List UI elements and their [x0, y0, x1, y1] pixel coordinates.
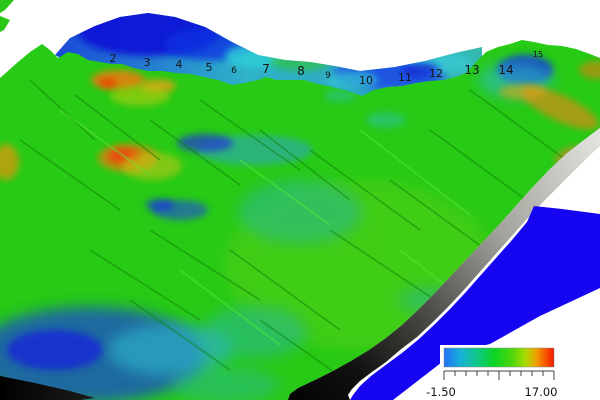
- legend-max-label: 17.00: [525, 385, 558, 399]
- station-label-9: 9: [325, 71, 331, 81]
- station-label-12: 12: [429, 67, 443, 80]
- station-label-14: 14: [498, 63, 513, 77]
- station-label-5: 5: [206, 61, 213, 74]
- station-label-15: 15: [533, 50, 543, 59]
- legend: -1.50 17.00: [426, 345, 600, 400]
- station-label-11: 11: [398, 71, 412, 84]
- station-label-7: 7: [262, 62, 270, 76]
- station-label-8: 8: [297, 64, 305, 78]
- legend-colorbar: [444, 348, 554, 367]
- station-label-4: 4: [176, 58, 183, 71]
- terrain-3d-view: 2 3 4 5 6 7 8 9 10 11 12 13 14 15 -1.50 17.00: [0, 0, 600, 400]
- station-label-10: 10: [359, 74, 373, 87]
- station-label-2: 2: [110, 52, 117, 65]
- station-label-6: 6: [231, 66, 237, 76]
- station-label-13: 13: [464, 63, 479, 77]
- legend-min-label: -1.50: [426, 385, 456, 399]
- station-label-3: 3: [144, 56, 151, 69]
- terrain-plot-svg: 2 3 4 5 6 7 8 9 10 11 12 13 14 15 -1.50 17.00: [0, 0, 600, 400]
